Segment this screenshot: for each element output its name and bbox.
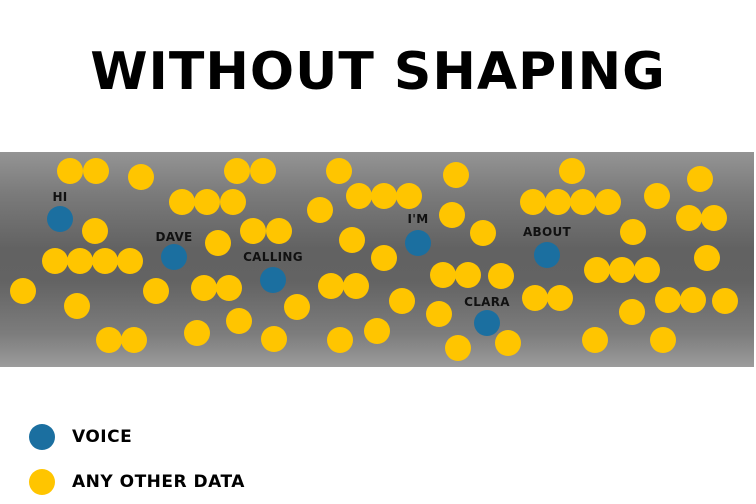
data-packet-dot-icon xyxy=(694,245,720,271)
data-packet-dot-icon xyxy=(522,285,548,311)
voice-packet-label: DAVE xyxy=(155,230,193,244)
data-packet-dot-icon xyxy=(117,248,143,274)
data-packet-dot-icon xyxy=(371,245,397,271)
data-packet-dot-icon xyxy=(712,288,738,314)
data-packet-dot-icon xyxy=(595,189,621,215)
data-packet-dot-icon xyxy=(439,202,465,228)
data-packet-dot-icon xyxy=(220,189,246,215)
data-packet-dot-icon xyxy=(655,287,681,313)
voice-packet-dot-icon xyxy=(405,230,431,256)
voice-packet-label: CALLING xyxy=(243,250,303,264)
data-packet-dot-icon xyxy=(318,273,344,299)
data-packet-dot-icon xyxy=(42,248,68,274)
data-packet-dot-icon xyxy=(205,230,231,256)
data-packet-dot-icon xyxy=(82,218,108,244)
voice-packet-dot-icon xyxy=(161,244,187,270)
data-packet-dot-icon xyxy=(307,197,333,223)
data-packet-dot-icon xyxy=(582,327,608,353)
data-packet-dot-icon xyxy=(495,330,521,356)
data-packet-dot-icon xyxy=(194,189,220,215)
data-packet-dot-icon xyxy=(426,301,452,327)
data-packet-dot-icon xyxy=(191,275,217,301)
data-packet-dot-icon xyxy=(455,262,481,288)
data-packet-dot-icon xyxy=(430,262,456,288)
data-packet-dot-icon xyxy=(570,189,596,215)
voice-packet-dot-icon xyxy=(474,310,500,336)
data-packet-dot-icon xyxy=(445,335,471,361)
data-packet-dot-icon xyxy=(266,218,292,244)
voice-dot-icon xyxy=(29,424,55,450)
data-packet-dot-icon xyxy=(547,285,573,311)
data-packet-dot-icon xyxy=(364,318,390,344)
data-packet-dot-icon xyxy=(488,263,514,289)
diagram-title: WITHOUT SHAPING xyxy=(90,42,666,102)
data-packet-dot-icon xyxy=(687,166,713,192)
data-packet-dot-icon xyxy=(650,327,676,353)
voice-packet-dot-icon xyxy=(534,242,560,268)
voice-packet-label: I'M xyxy=(407,212,429,226)
data-packet-dot-icon xyxy=(224,158,250,184)
voice-packet-label: ABOUT xyxy=(522,225,572,239)
data-packet-dot-icon xyxy=(250,158,276,184)
data-packet-dot-icon xyxy=(634,257,660,283)
data-packet-dot-icon xyxy=(609,257,635,283)
data-packet-dot-icon xyxy=(261,326,287,352)
data-packet-dot-icon xyxy=(701,205,727,231)
data-packet-dot-icon xyxy=(676,205,702,231)
voice-packet-dot-icon xyxy=(47,206,73,232)
data-dot-icon xyxy=(29,469,55,495)
data-packet-dot-icon xyxy=(64,293,90,319)
data-packet-dot-icon xyxy=(343,273,369,299)
data-packet-dot-icon xyxy=(240,218,266,244)
data-packet-dot-icon xyxy=(520,189,546,215)
data-packet-dot-icon xyxy=(470,220,496,246)
voice-packet-label: CLARA xyxy=(464,295,510,309)
data-packet-dot-icon xyxy=(443,162,469,188)
data-packet-dot-icon xyxy=(83,158,109,184)
data-packet-dot-icon xyxy=(620,219,646,245)
legend-item-voice: VOICE xyxy=(29,423,132,451)
data-packet-dot-icon xyxy=(371,183,397,209)
data-packet-dot-icon xyxy=(644,183,670,209)
data-packet-dot-icon xyxy=(143,278,169,304)
data-packet-dot-icon xyxy=(92,248,118,274)
data-packet-dot-icon xyxy=(346,183,372,209)
legend-item-other-data: ANY OTHER DATA xyxy=(29,468,245,496)
data-packet-dot-icon xyxy=(169,189,195,215)
data-packet-dot-icon xyxy=(680,287,706,313)
data-packet-dot-icon xyxy=(559,158,585,184)
data-packet-dot-icon xyxy=(96,327,122,353)
data-packet-dot-icon xyxy=(327,327,353,353)
data-packet-dot-icon xyxy=(339,227,365,253)
data-packet-dot-icon xyxy=(184,320,210,346)
data-packet-dot-icon xyxy=(10,278,36,304)
data-packet-dot-icon xyxy=(389,288,415,314)
data-packet-dot-icon xyxy=(121,327,147,353)
data-packet-dot-icon xyxy=(396,183,422,209)
data-packet-dot-icon xyxy=(128,164,154,190)
data-packet-dot-icon xyxy=(545,189,571,215)
data-packet-dot-icon xyxy=(57,158,83,184)
data-packet-dot-icon xyxy=(584,257,610,283)
voice-packet-label: HI xyxy=(52,190,68,204)
data-packet-dot-icon xyxy=(284,294,310,320)
data-packet-dot-icon xyxy=(326,158,352,184)
legend-label-voice: VOICE xyxy=(72,427,133,447)
voice-packet-dot-icon xyxy=(260,267,286,293)
legend-label-other-data: ANY OTHER DATA xyxy=(72,472,245,492)
data-packet-dot-icon xyxy=(226,308,252,334)
data-packet-dot-icon xyxy=(619,299,645,325)
data-packet-dot-icon xyxy=(67,248,93,274)
data-packet-dot-icon xyxy=(216,275,242,301)
